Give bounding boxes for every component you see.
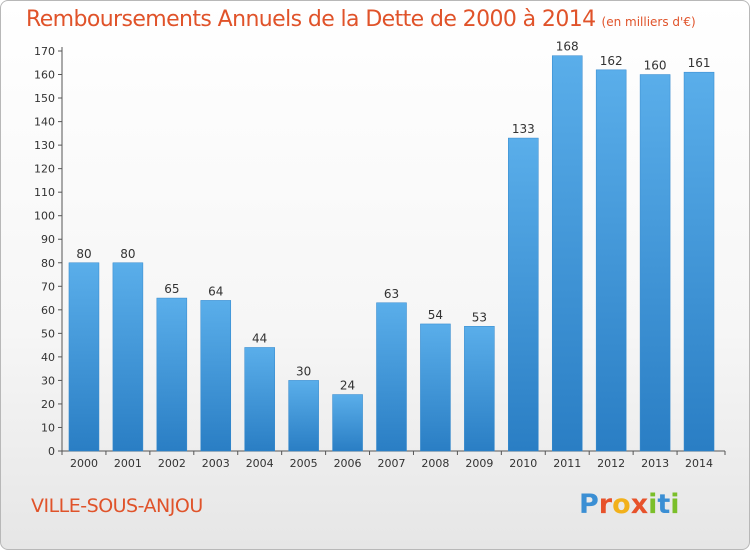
bar <box>112 262 144 452</box>
bar <box>156 297 188 452</box>
bar <box>332 394 363 452</box>
data-label: 133 <box>512 122 535 136</box>
bar <box>683 71 715 452</box>
x-tick-label: 2010 <box>509 457 537 470</box>
x-tick-label: 2001 <box>114 457 142 470</box>
data-label: 161 <box>688 56 711 70</box>
y-tick-label: 110 <box>34 186 55 199</box>
y-tick-label: 130 <box>34 139 55 152</box>
logo-letter: r <box>598 489 613 520</box>
bar <box>68 262 100 452</box>
y-tick-label: 150 <box>34 92 55 105</box>
y-tick-label: 20 <box>41 398 55 411</box>
bar <box>639 74 671 452</box>
x-axis: 2000 2001 2002 2003 2004 2005 2006 2007 2008 2009… <box>61 450 726 470</box>
data-label: 80 <box>76 247 91 261</box>
commune-name: VILLE-SOUS-ANJOU <box>31 495 203 517</box>
y-tick-label: 80 <box>41 257 55 270</box>
data-label: 63 <box>384 287 399 301</box>
data-label: 80 <box>120 247 135 261</box>
proxiti-logo: Proxiti <box>579 489 680 520</box>
data-label: 44 <box>252 331 267 345</box>
x-tick-label: 2003 <box>202 457 230 470</box>
x-tick-label: 2004 <box>246 457 274 470</box>
y-tick-label: 60 <box>41 304 55 317</box>
data-label: 162 <box>600 54 623 68</box>
bar <box>288 380 319 452</box>
y-tick-label: 90 <box>41 233 55 246</box>
bars-group <box>68 55 715 452</box>
x-tick-label: 2014 <box>685 457 713 470</box>
data-label: 54 <box>428 308 443 322</box>
data-label: 53 <box>472 310 487 324</box>
x-tick-label: 2009 <box>465 457 493 470</box>
logo-letter: i <box>648 489 658 520</box>
data-label: 65 <box>164 282 179 296</box>
x-tick-label: 2007 <box>378 457 406 470</box>
y-tick-label: 30 <box>41 374 55 387</box>
y-tick-label: 100 <box>34 210 55 223</box>
y-tick-label: 40 <box>41 351 55 364</box>
x-tick-label: 2000 <box>70 457 98 470</box>
bar <box>508 137 539 452</box>
chart-title: Remboursements Annuels de la Dette de 20… <box>26 7 696 32</box>
y-tick-label: 10 <box>41 421 55 434</box>
y-tick-label: 170 <box>34 45 55 58</box>
data-label: 160 <box>644 59 667 73</box>
y-axis: 0 10 20 30 40 50 60 70 80 90 100 110 120 130 140 150 160… <box>34 45 63 458</box>
x-tick-label: 2006 <box>334 457 362 470</box>
y-tick-label: 0 <box>48 445 55 458</box>
logo-letter: o <box>612 489 631 520</box>
y-tick-label: 160 <box>34 69 55 82</box>
y-tick-label: 140 <box>34 116 55 129</box>
data-labels-group: 80 80 65 64 44 30 24 63 54 53 133 168 162 160 161 <box>76 40 710 393</box>
bar <box>200 300 232 452</box>
data-label: 168 <box>556 40 579 54</box>
logo-letter: i <box>670 489 680 520</box>
x-tick-label: 2002 <box>158 457 186 470</box>
y-tick-label: 70 <box>41 280 55 293</box>
bar <box>595 69 627 452</box>
x-tick-label: 2005 <box>290 457 318 470</box>
logo-letter: P <box>579 489 599 520</box>
bar <box>376 302 407 452</box>
chart-subtitle: (en milliers d'€) <box>601 15 696 29</box>
bar <box>420 323 451 452</box>
x-tick-label: 2008 <box>421 457 449 470</box>
bar <box>464 326 495 452</box>
data-label: 64 <box>208 284 223 298</box>
x-tick-label: 2011 <box>553 457 581 470</box>
y-tick-label: 120 <box>34 163 55 176</box>
data-label: 30 <box>296 364 311 378</box>
chart-title-text: Remboursements Annuels de la Dette de 20… <box>26 7 596 32</box>
logo-letter: t <box>657 489 671 520</box>
x-tick-label: 2013 <box>641 457 669 470</box>
logo-letter: x <box>630 489 649 520</box>
bar <box>244 347 275 452</box>
x-tick-label: 2012 <box>597 457 625 470</box>
y-tick-label: 50 <box>41 327 55 340</box>
data-label: 24 <box>340 379 355 393</box>
bar <box>551 55 583 452</box>
